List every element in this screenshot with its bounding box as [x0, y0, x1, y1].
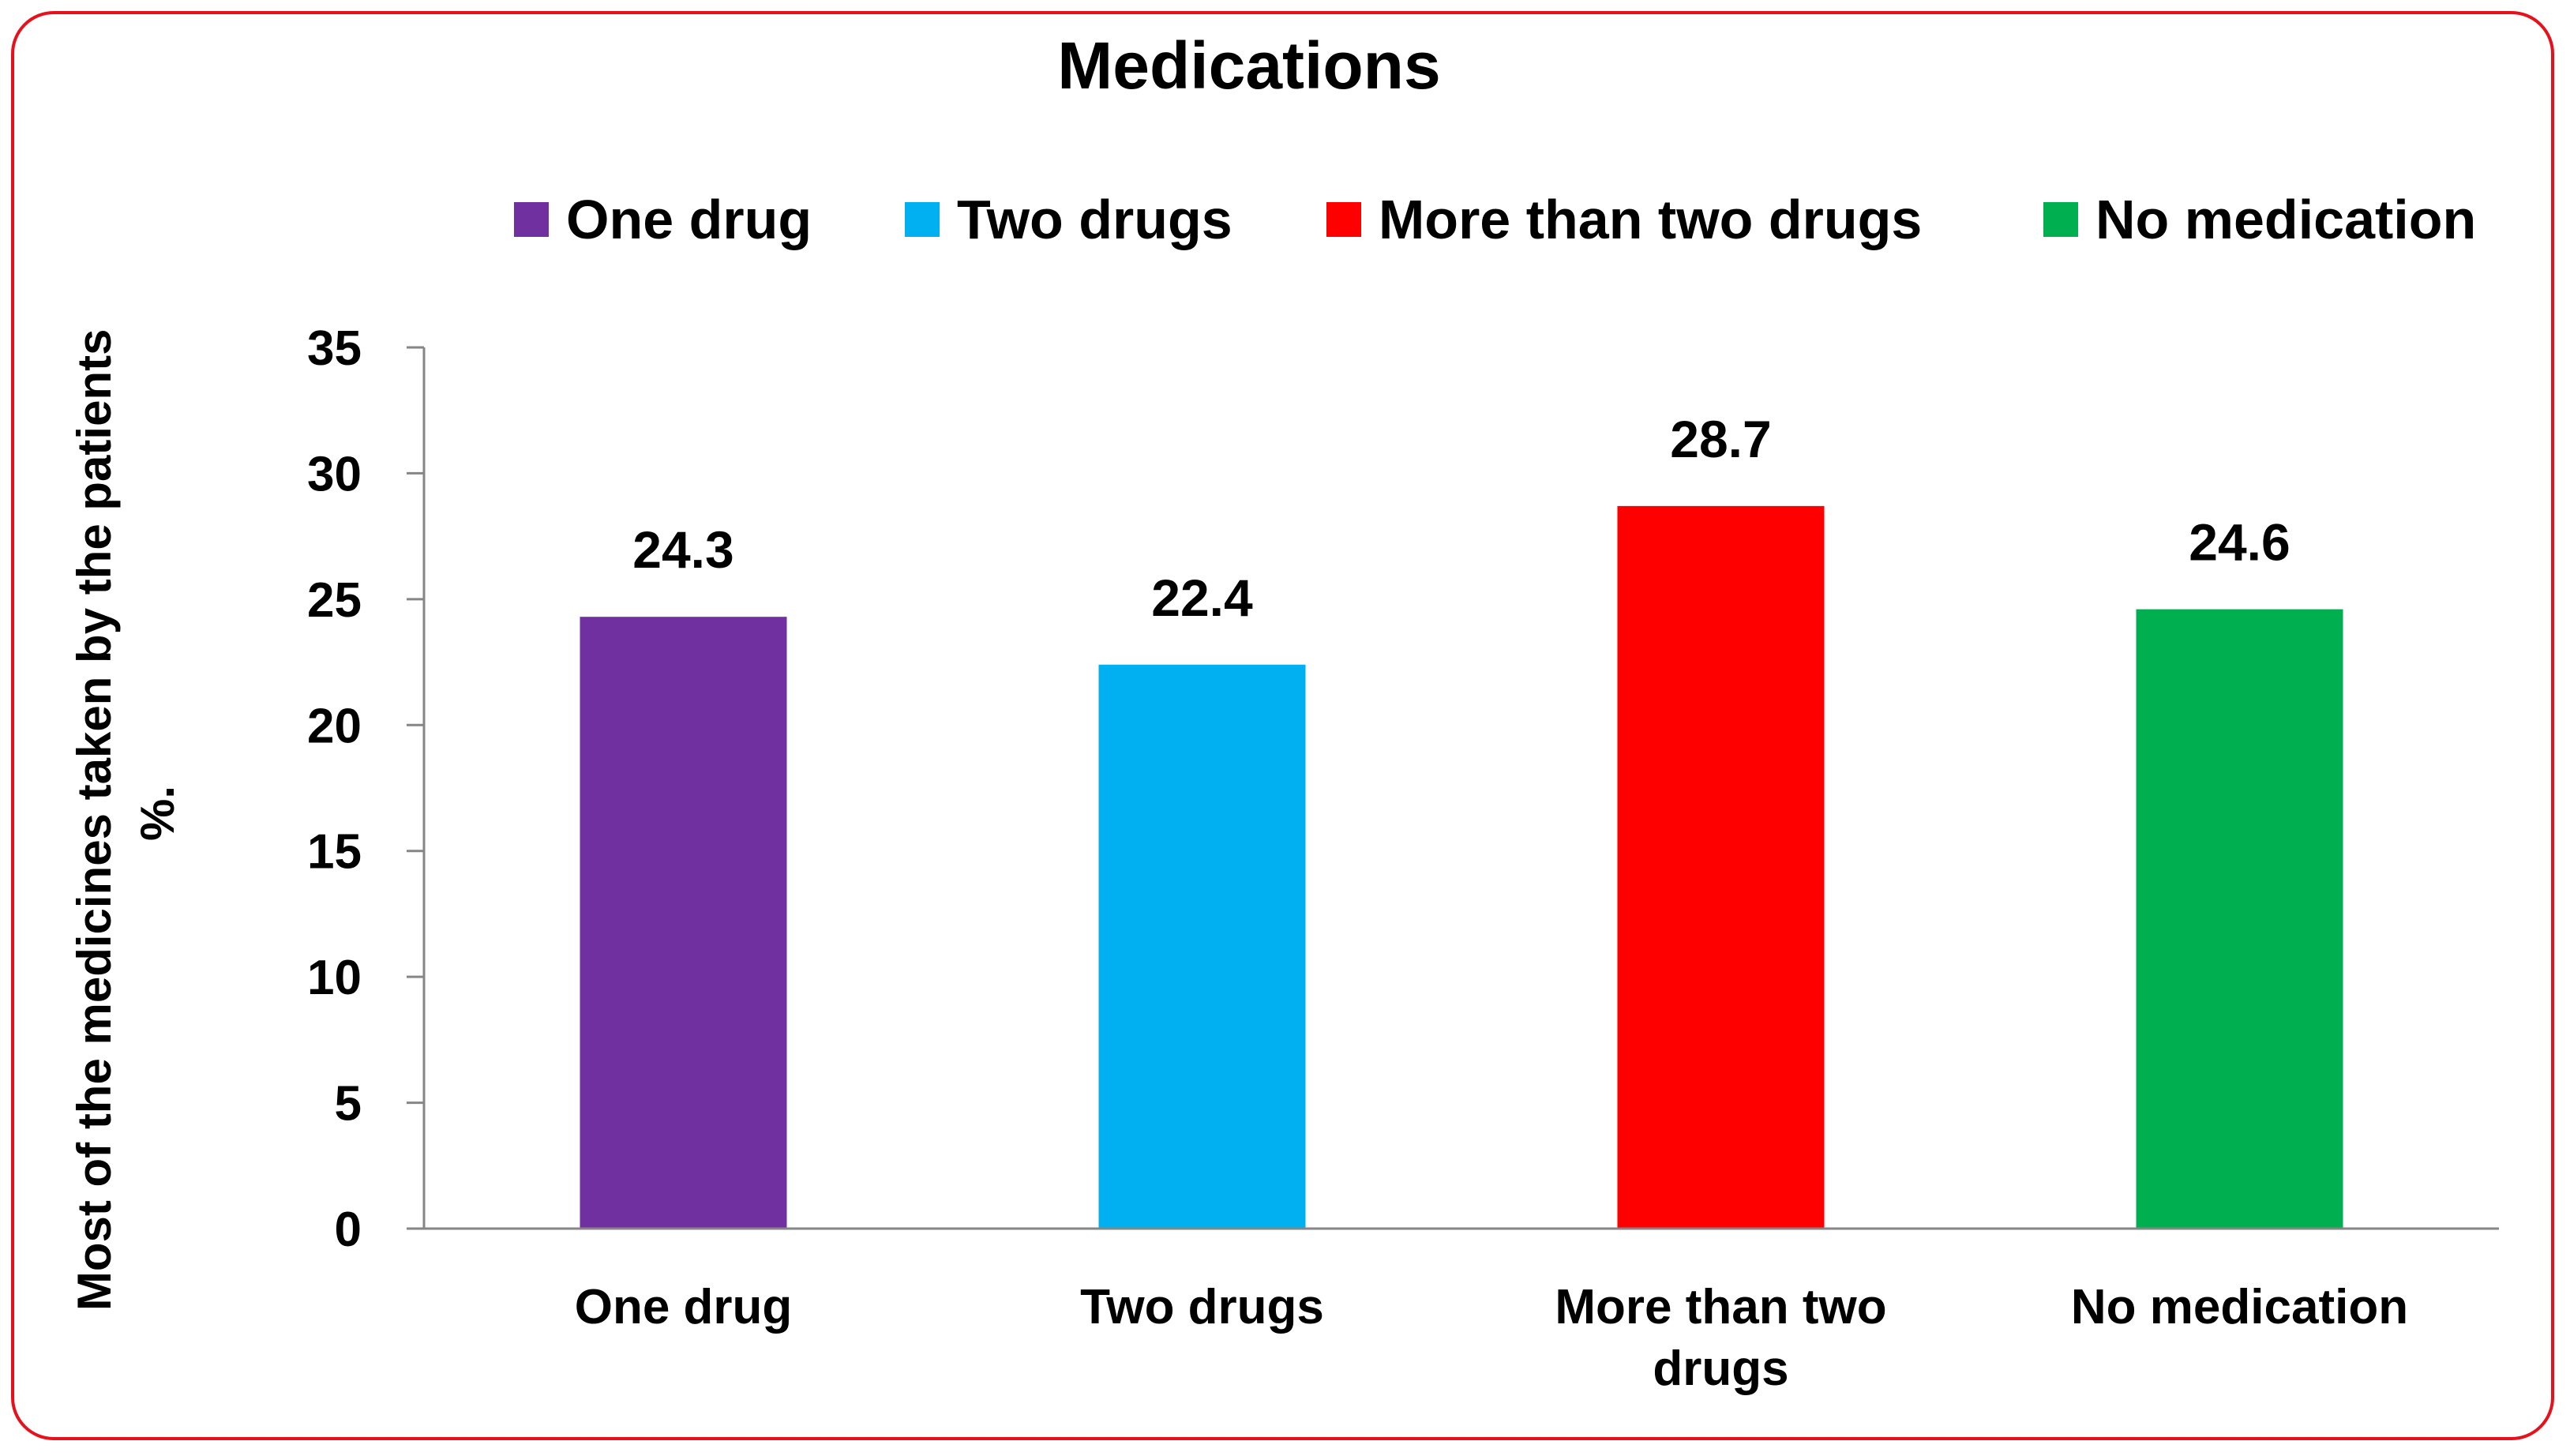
x-tick-label-more-than-two-drugs: More than two drugs: [1555, 1280, 1886, 1396]
legend-label-more-than-two-drugs: More than two drugs: [1379, 189, 1922, 250]
bar-no-medication: [2136, 609, 2343, 1229]
y-tick-label: 0: [335, 1203, 362, 1257]
y-tick-label: 20: [307, 699, 362, 753]
legend-label-one-drug: One drug: [566, 189, 812, 250]
y-axis-title: Most of the medicines taken by the patie…: [68, 316, 184, 1311]
value-label-no-medication: 24.6: [2189, 513, 2290, 572]
y-axis-title-line-1: Most of the medicines taken by the patie…: [68, 329, 121, 1312]
x-tick-label-line: One drug: [575, 1280, 793, 1334]
legend: One drug Two drugs More than two drugs No m…: [514, 189, 2476, 250]
x-tick-label-line: Two drugs: [1080, 1280, 1324, 1334]
legend-swatch-no-medication: [2043, 202, 2078, 237]
bars: 24.3 22.4 28.7 24.6: [580, 410, 2343, 1229]
x-axis: One drug Two drugs More than two drugs No me…: [424, 1227, 2499, 1396]
bar-one-drug: [580, 617, 787, 1229]
legend-label-two-drugs: Two drugs: [957, 189, 1232, 250]
y-axis: 0 5 10 15 20 25 30 35: [307, 321, 426, 1257]
x-tick-label-line: More than two: [1555, 1280, 1886, 1334]
value-label-more-than-two-drugs: 28.7: [1670, 410, 1771, 468]
bar-more-than-two-drugs: [1617, 505, 1825, 1229]
y-tick-label: 5: [335, 1077, 362, 1131]
x-tick-label-line: No medication: [2071, 1280, 2408, 1334]
y-axis-title-line-2: %.: [131, 786, 184, 841]
y-tick-label: 35: [307, 321, 362, 376]
x-tick-label-two-drugs: Two drugs: [1080, 1280, 1324, 1334]
x-tick-label-no-medication: No medication: [2071, 1280, 2408, 1334]
value-label-one-drug: 24.3: [632, 520, 733, 579]
y-tick-label: 15: [307, 825, 362, 880]
x-tick-label-line: drugs: [1653, 1342, 1788, 1396]
y-tick-label: 25: [307, 573, 362, 628]
legend-swatch-more-than-two-drugs: [1326, 202, 1361, 237]
bar-two-drugs: [1098, 664, 1306, 1229]
chart-title: Medications: [1057, 28, 1440, 103]
legend-swatch-one-drug: [514, 202, 549, 237]
legend-label-no-medication: No medication: [2095, 189, 2476, 250]
value-label-two-drugs: 22.4: [1151, 569, 1253, 627]
y-tick-label: 30: [307, 447, 362, 501]
x-tick-label-one-drug: One drug: [575, 1280, 793, 1334]
y-tick-label: 10: [307, 951, 362, 1005]
legend-swatch-two-drugs: [905, 202, 940, 237]
